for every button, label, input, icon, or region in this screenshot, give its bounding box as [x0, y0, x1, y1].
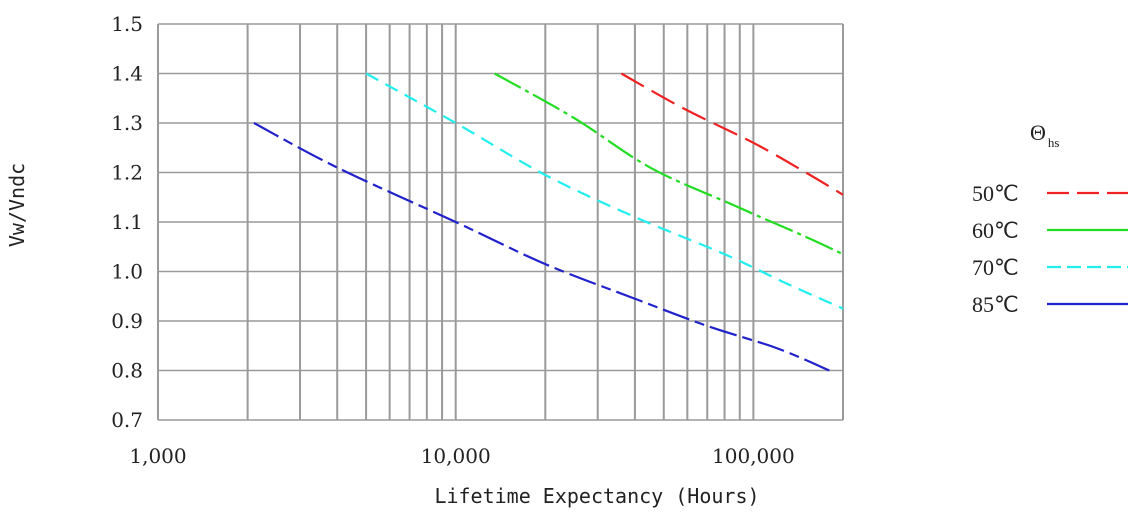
y-tick-label: 1.1: [111, 210, 143, 234]
y-tick-label: 1.3: [111, 111, 143, 135]
y-tick-label: 1.2: [111, 161, 143, 185]
series-line: [620, 72, 844, 196]
legend-label: 50℃: [972, 181, 1019, 206]
series-line: [365, 72, 844, 310]
grid: [157, 23, 844, 421]
y-axis-label: Vw/Vndc: [5, 163, 29, 247]
x-tick-label: 100,000: [712, 444, 795, 468]
legend-label: 60℃: [972, 218, 1019, 243]
y-tick-label: 0.9: [111, 309, 143, 333]
y-tick-label: 1.0: [111, 260, 143, 284]
legend-title-subscript: hs: [1048, 135, 1060, 150]
x-tick-label: 1,000: [129, 444, 186, 468]
legend-label: 85℃: [972, 292, 1019, 317]
tick-labels: 0.7 0.8 0.9 1.0 1.1 1.2 1.3 1.4 1.5 1,000 10,000 10…: [111, 12, 795, 468]
x-tick-label: 10,000: [421, 444, 491, 468]
legend-items: 50℃ 60℃ 70℃ 85℃: [972, 181, 1128, 317]
series-line: [493, 72, 844, 256]
y-tick-label: 1.5: [111, 12, 143, 36]
series-layer: [253, 72, 844, 372]
legend-title-symbol: Θ: [1030, 120, 1046, 145]
y-tick-label: 1.4: [111, 62, 143, 86]
x-axis-label: Lifetime Expectancy (Hours): [434, 484, 759, 508]
y-tick-label: 0.7: [111, 408, 143, 432]
y-tick-label: 0.8: [111, 359, 143, 383]
legend-label: 70℃: [972, 255, 1019, 280]
series-line: [253, 122, 830, 372]
